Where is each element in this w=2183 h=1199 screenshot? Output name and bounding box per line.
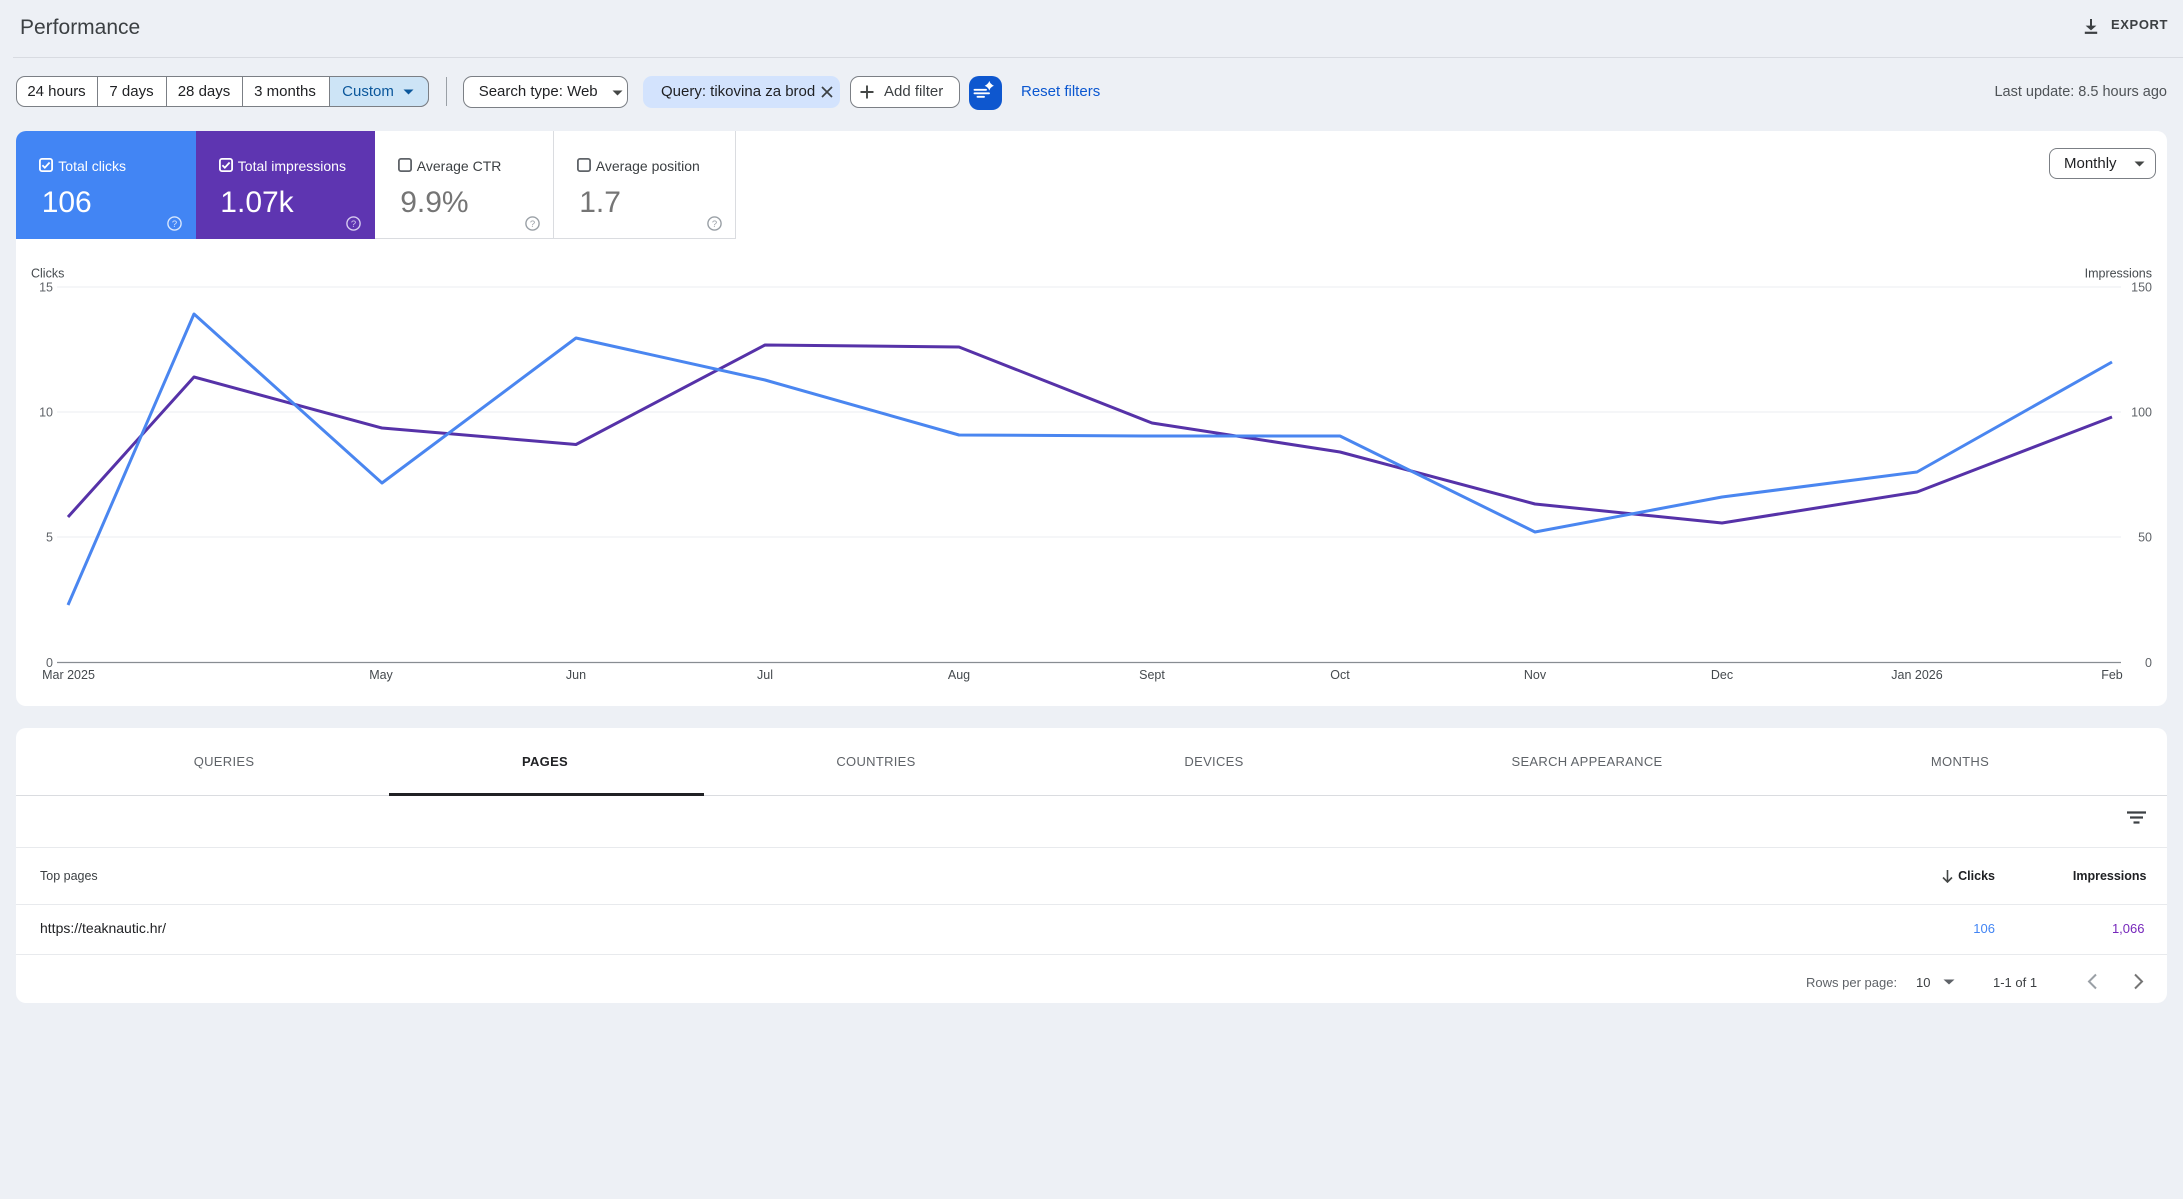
svg-text:Aug: Aug xyxy=(948,668,970,682)
svg-text:100: 100 xyxy=(2131,406,2152,420)
svg-text:50: 50 xyxy=(2138,531,2152,545)
svg-text:Jul: Jul xyxy=(757,668,773,682)
svg-text:?: ? xyxy=(172,219,177,230)
svg-text:Oct: Oct xyxy=(1330,668,1350,682)
svg-text:?: ? xyxy=(530,219,535,230)
svg-text:?: ? xyxy=(712,219,717,230)
svg-text:Jan 2026: Jan 2026 xyxy=(1891,668,1942,682)
svg-text:10: 10 xyxy=(39,406,53,420)
svg-text:0: 0 xyxy=(2145,656,2152,670)
svg-text:Jun: Jun xyxy=(566,668,586,682)
svg-text:Mar 2025: Mar 2025 xyxy=(42,668,95,682)
svg-text:Impressions: Impressions xyxy=(2085,267,2152,281)
svg-text:May: May xyxy=(369,668,393,682)
svg-text:Feb: Feb xyxy=(2101,668,2123,682)
svg-text:150: 150 xyxy=(2131,281,2152,295)
svg-text:Sept: Sept xyxy=(1139,668,1165,682)
svg-text:5: 5 xyxy=(46,531,53,545)
svg-text:?: ? xyxy=(351,219,356,230)
svg-text:0: 0 xyxy=(46,656,53,670)
svg-text:15: 15 xyxy=(39,281,53,295)
svg-text:Nov: Nov xyxy=(1524,668,1547,682)
svg-text:Dec: Dec xyxy=(1711,668,1733,682)
svg-text:Clicks: Clicks xyxy=(31,267,64,281)
